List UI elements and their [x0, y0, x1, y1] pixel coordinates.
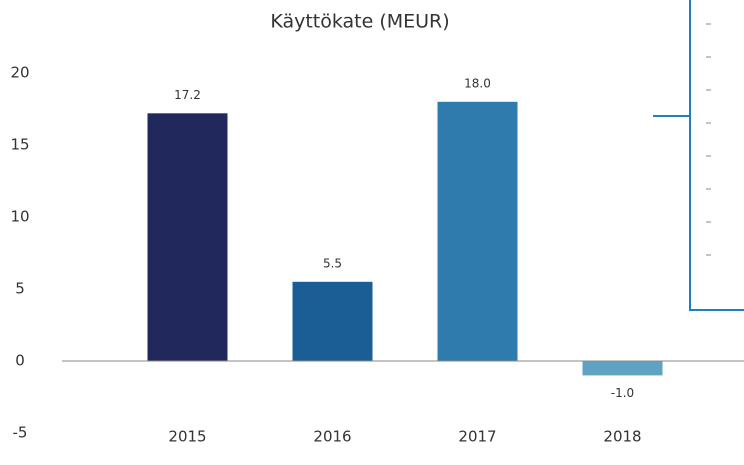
y-tick-label: 10	[10, 208, 29, 226]
y-tick-label: -5	[13, 424, 28, 442]
chart-title: Käyttökate (MEUR)	[270, 11, 449, 33]
bar	[582, 361, 663, 376]
dashes	[706, 23, 711, 256]
decoration	[653, 0, 744, 311]
x-tick-label: 2016	[313, 428, 351, 446]
y-tick-label: 5	[15, 280, 25, 298]
value-label: 17.2	[174, 88, 201, 102]
value-label: -1.0	[611, 386, 634, 400]
y-tick-label: 20	[10, 64, 29, 82]
value-label: 5.5	[323, 256, 342, 270]
bar	[292, 281, 373, 361]
y-tick-label: 0	[15, 352, 25, 370]
bar	[147, 113, 228, 361]
x-tick-label: 2017	[458, 428, 496, 446]
value-label: 18.0	[464, 76, 491, 90]
y-tick-label: 15	[10, 136, 29, 154]
bar	[437, 101, 518, 362]
x-tick-label: 2018	[603, 428, 641, 446]
x-tick-label: 2015	[168, 428, 206, 446]
bracket	[689, 0, 744, 311]
